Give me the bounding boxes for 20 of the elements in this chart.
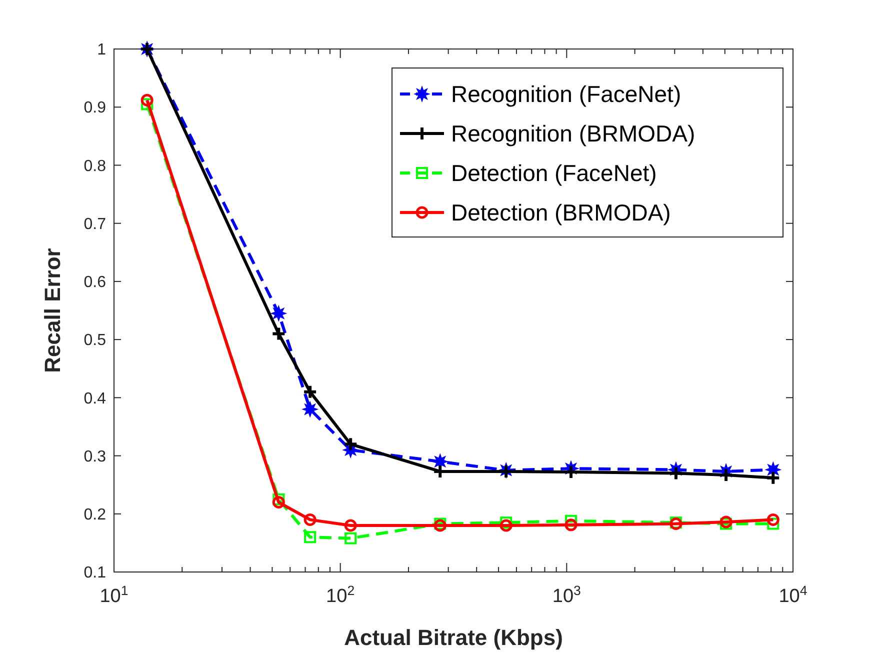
y-tick-label: 0.5 (84, 332, 106, 350)
legend-label: Recognition (FaceNet) (451, 81, 682, 108)
x-tick-label: 10$^{3}$ (552, 582, 581, 607)
legend-label: Detection (BRMODA) (451, 200, 671, 226)
y-tick-label: 0.3 (84, 448, 106, 466)
y-tick-label: 0.7 (84, 216, 106, 233)
y-tick-label: 0.9 (84, 100, 106, 117)
y-tick-label: 1 (97, 42, 106, 59)
y-tick-label: 0.1 (84, 564, 106, 582)
x-axis-title: Actual Bitrate (Kbps) (344, 625, 563, 650)
legend-label: Detection (FaceNet) (451, 160, 657, 186)
y-tick-label: 0.6 (84, 274, 106, 292)
y-tick-label: 0.8 (84, 158, 106, 175)
x-tick-label: 10$^{1}$ (100, 582, 128, 607)
legend-label: Recognition (BRMODA) (451, 120, 696, 147)
x-tick-label: 10$^{2}$ (326, 582, 355, 607)
y-tick-label: 0.4 (84, 390, 106, 408)
x-tick-label: 10$^{4}$ (778, 582, 808, 607)
y-tick-label: 0.2 (84, 506, 106, 524)
y-axis-title: Recall Error (40, 248, 65, 373)
